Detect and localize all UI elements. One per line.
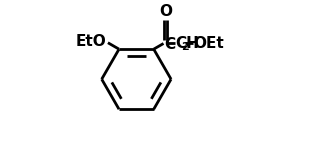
Text: EtO: EtO xyxy=(76,34,107,49)
Text: 2: 2 xyxy=(182,42,189,52)
Text: O: O xyxy=(159,4,172,19)
Text: CH: CH xyxy=(175,36,199,52)
Text: C: C xyxy=(164,37,175,52)
Text: OEt: OEt xyxy=(193,36,224,52)
